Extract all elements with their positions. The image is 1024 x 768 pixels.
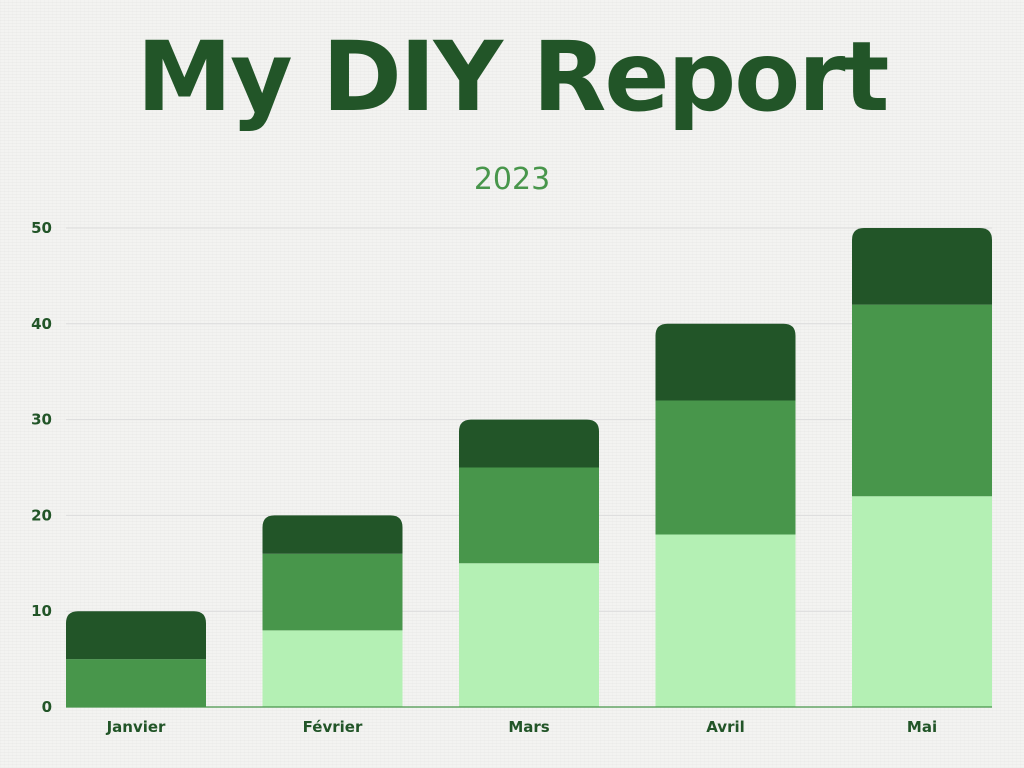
x-tick-label: Février bbox=[303, 718, 363, 736]
y-tick-label: 10 bbox=[31, 602, 52, 620]
y-tick-label: 50 bbox=[31, 219, 52, 237]
bar-segment-mars-0 bbox=[459, 563, 599, 707]
bar-segment-mars-1 bbox=[459, 467, 599, 564]
chart-subtitle: 2023 bbox=[473, 162, 551, 197]
bar-segment-mai-0 bbox=[852, 496, 992, 707]
x-tick-label: Mars bbox=[508, 718, 549, 736]
bar-segment-mai-2 bbox=[852, 228, 992, 305]
bar-segment-avril-1 bbox=[655, 400, 796, 535]
bar-layer bbox=[66, 228, 992, 707]
bar-segment-février-0 bbox=[262, 630, 403, 707]
bar-segment-mars-2 bbox=[459, 419, 599, 468]
bar-segment-janvier-2 bbox=[66, 611, 206, 660]
x-tick-label: Mai bbox=[907, 718, 937, 736]
y-tick-label: 20 bbox=[31, 506, 52, 524]
bar-segment-février-1 bbox=[262, 553, 403, 631]
chart-title: My DIY Report bbox=[136, 21, 890, 133]
x-tick-label: Avril bbox=[706, 718, 745, 736]
bar-segment-avril-2 bbox=[655, 323, 796, 401]
y-tick-label: 0 bbox=[42, 698, 52, 716]
x-tick-label: Janvier bbox=[106, 718, 166, 736]
bar-segment-janvier-1 bbox=[66, 659, 206, 707]
axis-layer: 0 10 20 30 40 50 Janvier Février Mars Avril Mai bbox=[31, 219, 992, 736]
bar-segment-février-2 bbox=[262, 515, 403, 554]
bar-segment-avril-0 bbox=[655, 534, 796, 707]
bar-segment-mai-1 bbox=[852, 304, 992, 497]
y-tick-label: 30 bbox=[31, 411, 52, 429]
y-tick-label: 40 bbox=[31, 315, 52, 333]
